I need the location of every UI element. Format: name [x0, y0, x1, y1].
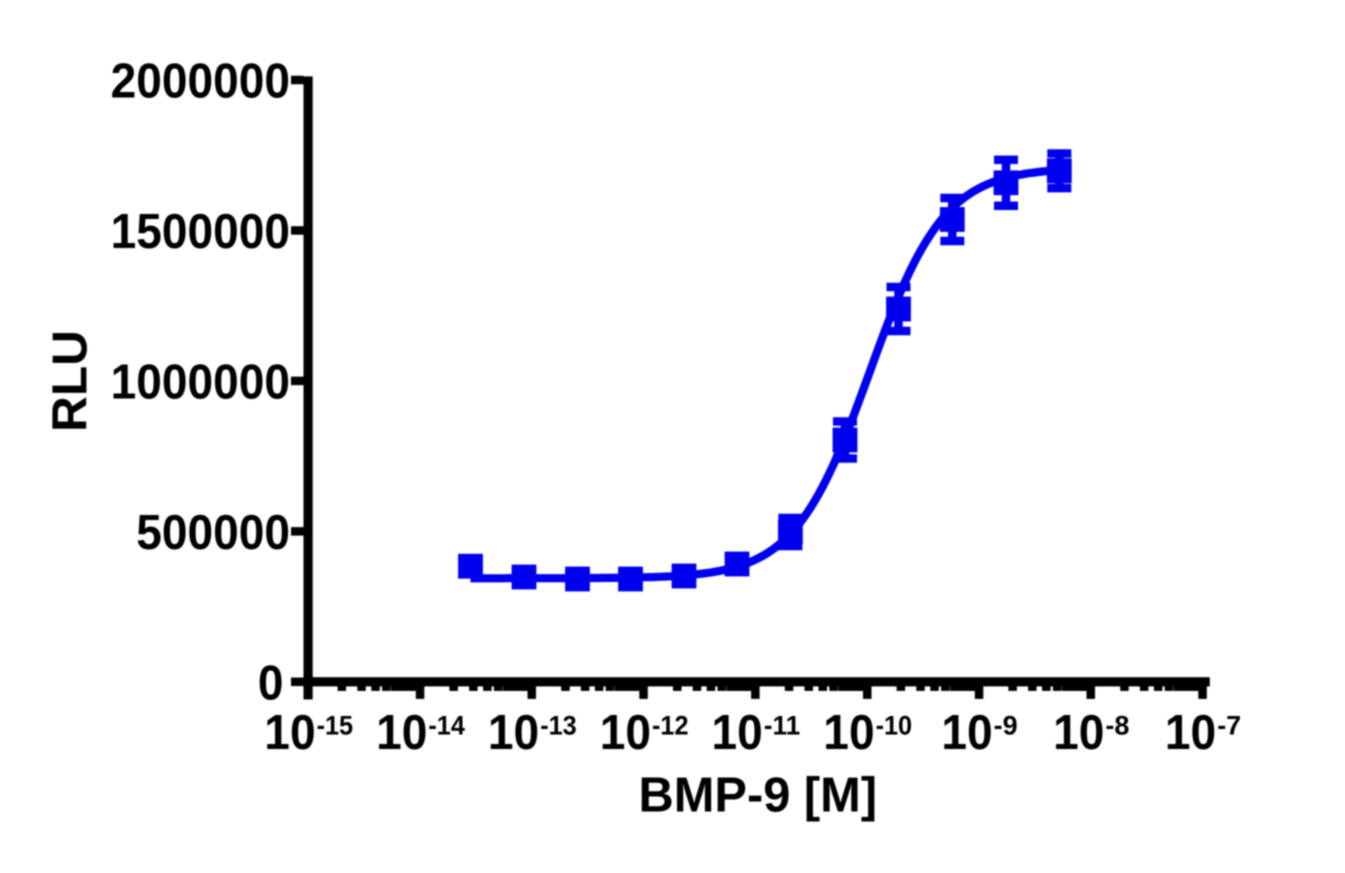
svg-text:500000: 500000: [136, 505, 290, 560]
svg-text:10: 10: [1165, 705, 1216, 760]
svg-text:-11: -11: [764, 711, 801, 741]
svg-text:-10: -10: [876, 711, 913, 741]
svg-text:1500000: 1500000: [111, 204, 290, 259]
svg-text:RLU: RLU: [42, 330, 97, 432]
svg-text:10: 10: [941, 705, 992, 760]
svg-text:-12: -12: [652, 711, 689, 741]
svg-text:-9: -9: [994, 711, 1018, 741]
svg-text:-15: -15: [317, 711, 354, 741]
svg-text:-13: -13: [540, 711, 577, 741]
svg-text:10: 10: [488, 705, 539, 760]
svg-text:BMP-9 [M]: BMP-9 [M]: [639, 768, 878, 823]
svg-text:-8: -8: [1105, 711, 1129, 741]
svg-text:10: 10: [1053, 705, 1104, 760]
svg-text:0: 0: [258, 656, 284, 711]
svg-text:-14: -14: [428, 711, 465, 741]
svg-text:10: 10: [712, 705, 763, 760]
svg-text:1000000: 1000000: [111, 355, 290, 410]
svg-text:10: 10: [264, 705, 315, 760]
svg-text:10: 10: [376, 705, 427, 760]
svg-text:10: 10: [600, 705, 651, 760]
svg-text:10: 10: [823, 705, 874, 760]
svg-text:-7: -7: [1217, 711, 1241, 741]
svg-text:2000000: 2000000: [111, 54, 290, 109]
